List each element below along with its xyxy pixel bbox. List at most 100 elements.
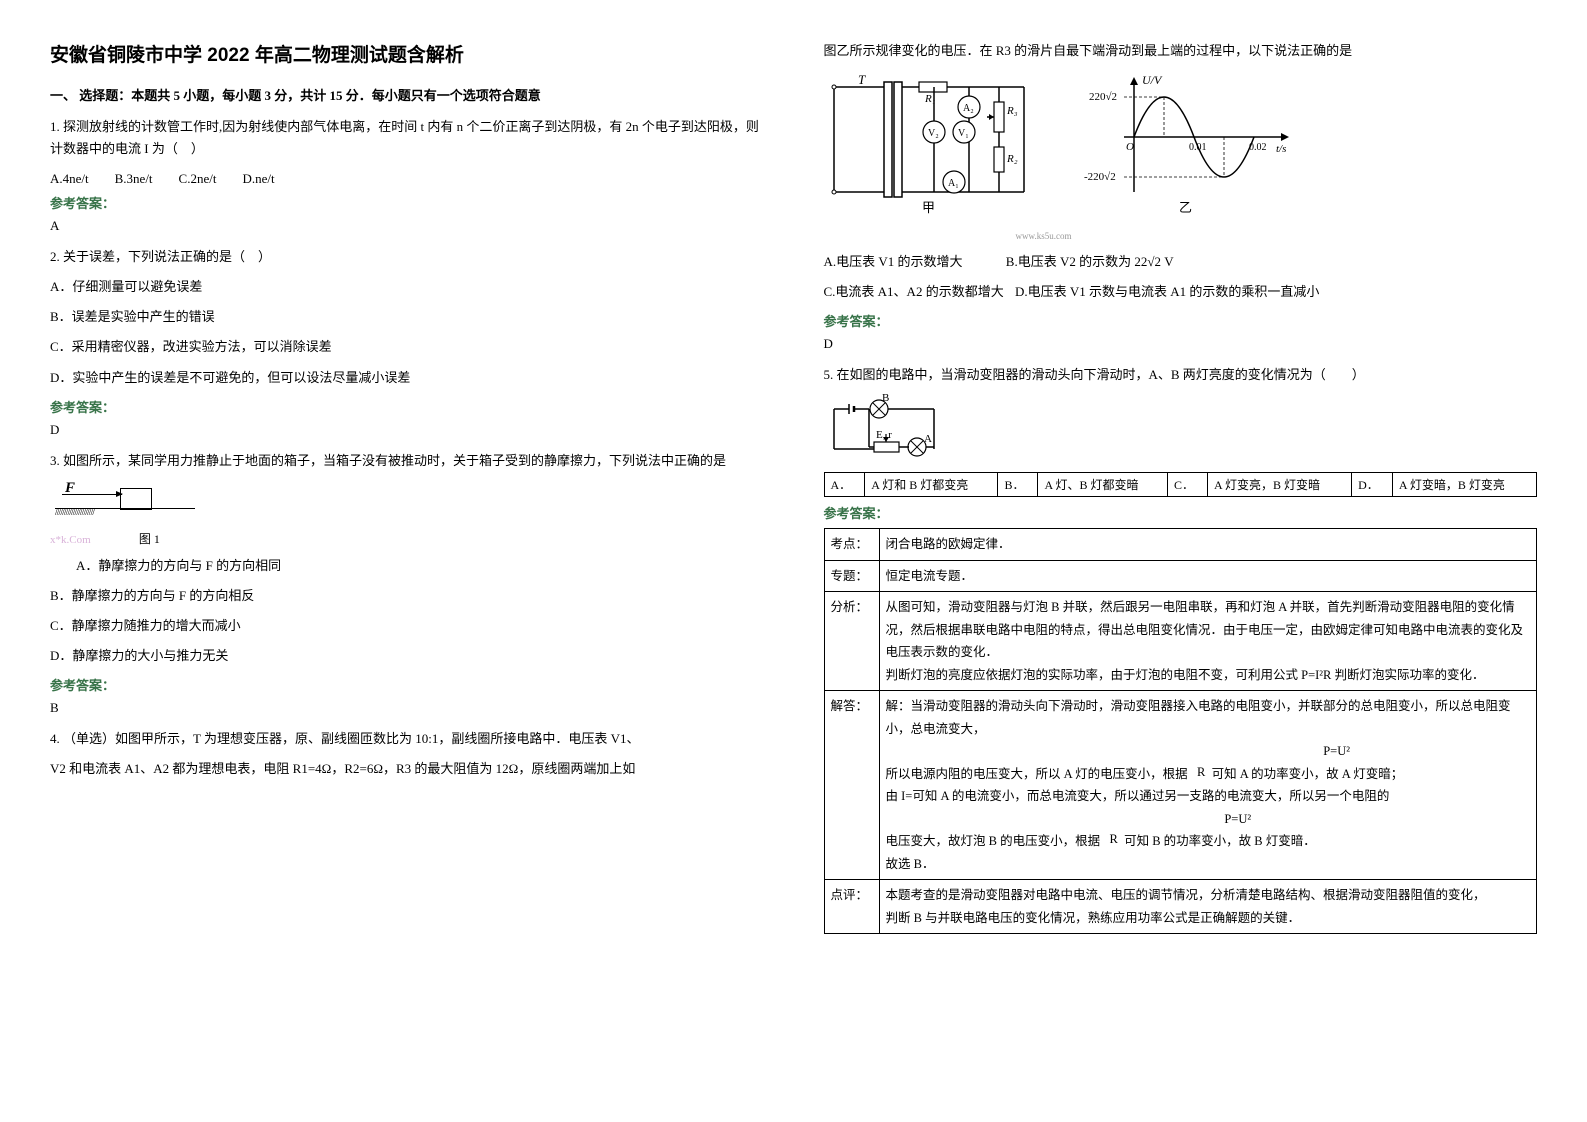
q5-optB: A 灯、B 灯都变暗 xyxy=(1038,473,1168,497)
table-row: 点评： 本题考查的是滑动变阻器对电路中电流、电压的调节情况，分析清楚电路结构、根… xyxy=(824,880,1537,934)
table-row: 考点： 闭合电路的欧姆定律． xyxy=(824,529,1537,561)
svg-text:A: A xyxy=(924,433,932,445)
figure-transformer: T R₁ A₂ V₂ xyxy=(824,72,1034,221)
question-2-optC: C．采用精密仪器，改进实验方法，可以消除误差 xyxy=(50,336,764,358)
formula-wrap: P=U² xyxy=(886,808,1531,831)
transformer-svg: T R₁ A₂ V₂ xyxy=(824,72,1034,217)
q4-optA: A.电压表 V1 的示数增大 xyxy=(824,254,963,269)
question-4-text3: 图乙所示规律变化的电压．在 R3 的滑片自最下端滑动到最上端的过程中，以下说法正… xyxy=(824,40,1538,62)
question-4-text1: 4. （单选）如图甲所示，T 为理想变压器，原、副线圈匝数比为 10:1，副线圈… xyxy=(50,728,764,750)
analysis-text: 所以电源内阻的电压变大，所以 A 灯的电压变小，根据 xyxy=(886,767,1188,781)
question-3-optA: A．静摩擦力的方向与 F 的方向相同 xyxy=(50,555,764,577)
figure-1: F ////////////////////// xyxy=(50,480,200,530)
question-1-answer: A xyxy=(50,218,764,234)
table-row: 专题： 恒定电流专题． xyxy=(824,560,1537,592)
watermark: x*k.Com xyxy=(50,534,91,546)
question-2-text: 2. 关于误差，下列说法正确的是（ ） xyxy=(50,246,764,268)
question-2-answer: D xyxy=(50,422,764,438)
ground-hatch: ////////////////////// xyxy=(55,509,94,517)
page-container: 安徽省铜陵市中学 2022 年高二物理测试题含解析 一、 选择题：本题共 5 小… xyxy=(0,0,1587,974)
svg-text:220√2: 220√2 xyxy=(1089,91,1117,103)
force-arrow xyxy=(62,494,122,495)
fig-label-left: 甲 xyxy=(922,200,935,215)
figure-1-container: F ////////////////////// x*k.Com 图 1 xyxy=(50,480,764,547)
sine-svg: U/V 220√2 -220√2 O 0.01 0.02 t/s 乙 xyxy=(1064,72,1294,217)
table-row: 分析： 从图可知，滑动变阻器与灯泡 B 并联，然后跟另一电阻串联，再和灯泡 A … xyxy=(824,592,1537,691)
question-3-optC: C．静摩擦力随推力的增大而减小 xyxy=(50,615,764,637)
question-3-optD: D．静摩擦力的大小与推力无关 xyxy=(50,645,764,667)
q4-optB: B.电压表 V2 的示数为 22√2 V xyxy=(1006,254,1174,269)
question-5-options-table: A． A 灯和 B 灯都变亮 B． A 灯、B 灯都变暗 C． A 灯变亮，B … xyxy=(824,472,1538,497)
question-2-optB: B．误差是实验中产生的错误 xyxy=(50,306,764,328)
svg-text:A₁: A₁ xyxy=(948,178,959,189)
question-3-text: 3. 如图所示，某同学用力推静止于地面的箱子，当箱子没有被推动时，关于箱子受到的… xyxy=(50,450,764,472)
row-content: 本题考查的是滑动变阻器对电路中电流、电压的调节情况，分析清楚电路结构、根据滑动变… xyxy=(879,880,1537,934)
svg-text:V₁: V₁ xyxy=(958,128,969,139)
figure-sine: U/V 220√2 -220√2 O 0.01 0.02 t/s 乙 xyxy=(1064,72,1294,221)
question-1-text: 1. 探测放射线的计数管工作时,因为射线使内部气体电离，在时间 t 内有 n 个… xyxy=(50,116,764,160)
question-4-answer: D xyxy=(824,336,1538,352)
question-5-text: 5. 在如图的电路中，当滑动变阻器的滑动头向下滑动时，A、B 两灯亮度的变化情况… xyxy=(824,364,1538,386)
formula: P=U² xyxy=(1323,744,1350,758)
formula-wrap: P=U² xyxy=(886,740,1531,763)
right-column: 图乙所示规律变化的电压．在 R3 的滑片自最下端滑动到最上端的过程中，以下说法正… xyxy=(824,40,1538,934)
q5-optA-label: A． xyxy=(824,473,865,497)
svg-text:V₂: V₂ xyxy=(928,128,939,139)
q5-optD-label: D． xyxy=(1352,473,1393,497)
analysis-table: 考点： 闭合电路的欧姆定律． 专题： 恒定电流专题． 分析： 从图可知，滑动变阻… xyxy=(824,528,1538,934)
answer-label: 参考答案： xyxy=(50,675,764,694)
svg-text:U/V: U/V xyxy=(1142,73,1163,87)
q5-optA: A 灯和 B 灯都变亮 xyxy=(865,473,998,497)
svg-text:R₂: R₂ xyxy=(1006,153,1018,165)
answer-label: 参考答案： xyxy=(824,311,1538,330)
row-label: 分析： xyxy=(824,592,879,691)
row-label: 专题： xyxy=(824,560,879,592)
svg-text:t/s: t/s xyxy=(1276,143,1286,155)
svg-text:R₃: R₃ xyxy=(1006,105,1018,117)
analysis-text: 可知 A 的功率变小，故 A 灯变暗； xyxy=(1212,767,1404,781)
figure-slider-circuit: B E, r A xyxy=(824,394,934,464)
svg-text:O: O xyxy=(1126,141,1134,153)
svg-text:-220√2: -220√2 xyxy=(1084,171,1116,183)
question-3-optB: B．静摩擦力的方向与 F 的方向相反 xyxy=(50,585,764,607)
svg-text:A₂: A₂ xyxy=(963,103,974,114)
q5-optB-label: B． xyxy=(998,473,1038,497)
left-column: 安徽省铜陵市中学 2022 年高二物理测试题含解析 一、 选择题：本题共 5 小… xyxy=(50,40,764,934)
q4-optC: C.电流表 A1、A2 的示数都增大 xyxy=(824,284,1004,299)
document-title: 安徽省铜陵市中学 2022 年高二物理测试题含解析 xyxy=(50,40,764,67)
q4-optD: D.电压表 V1 示数与电流表 A1 的示数的乘积一直减小 xyxy=(1015,284,1319,299)
question-4-text2: V2 和电流表 A1、A2 都为理想电表，电阻 R1=4Ω，R2=6Ω，R3 的… xyxy=(50,758,764,780)
figure-1-caption: 图 1 xyxy=(139,532,160,546)
row-content: 从图可知，滑动变阻器与灯泡 B 并联，然后跟另一电阻串联，再和灯泡 A 并联，首… xyxy=(879,592,1537,691)
table-row: A． A 灯和 B 灯都变亮 B． A 灯、B 灯都变暗 C． A 灯变亮，B … xyxy=(824,473,1537,497)
section-header: 一、 选择题：本题共 5 小题，每小题 3 分，共计 15 分．每小题只有一个选… xyxy=(50,85,764,104)
analysis-text: 故选 B． xyxy=(886,857,935,871)
question-3-answer: B xyxy=(50,700,764,716)
fig-label-right: 乙 xyxy=(1179,200,1192,215)
question-2-optD: D．实验中产生的误差是不可避免的，但可以设法尽量减小误差 xyxy=(50,367,764,389)
q5-optC: A 灯变亮，B 灯变暗 xyxy=(1207,473,1351,497)
analysis-text: 可知 B 的功率变小，故 B 灯变暗． xyxy=(1124,834,1316,848)
analysis-text: 电压变大，故灯泡 B 的电压变小，根据 xyxy=(886,834,1101,848)
analysis-text: 解：当滑动变阻器的滑动头向下滑动时，滑动变阻器接入电路的电阻变小，并联部分的总电… xyxy=(886,699,1511,736)
q5-optC-label: C． xyxy=(1168,473,1208,497)
svg-text:B: B xyxy=(882,394,889,404)
table-row: 解答： 解：当滑动变阻器的滑动头向下滑动时，滑动变阻器接入电路的电阻变小，并联部… xyxy=(824,691,1537,880)
svg-text:E, r: E, r xyxy=(876,429,892,441)
box-shape xyxy=(120,488,152,510)
answer-label: 参考答案： xyxy=(824,503,1538,522)
url-watermark: www.ks5u.com xyxy=(824,231,1264,241)
q4-figures: T R₁ A₂ V₂ xyxy=(824,72,1538,221)
row-label: 解答： xyxy=(824,691,879,880)
question-4-options-row2: C.电流表 A1、A2 的示数都增大 D.电压表 V1 示数与电流表 A1 的示… xyxy=(824,281,1538,303)
svg-text:T: T xyxy=(858,72,866,87)
answer-label: 参考答案： xyxy=(50,193,764,212)
row-content: 闭合电路的欧姆定律． xyxy=(879,529,1537,561)
row-content: 恒定电流专题． xyxy=(879,560,1537,592)
question-2-optA: A．仔细测量可以避免误差 xyxy=(50,276,764,298)
analysis-text: 由 I=可知 A 的电流变小，而总电流变大，所以通过另一支路的电流变大，所以另一… xyxy=(886,789,1390,803)
row-label: 点评： xyxy=(824,880,879,934)
answer-label: 参考答案： xyxy=(50,397,764,416)
formula: R xyxy=(1103,832,1121,846)
formula: P=U² xyxy=(1224,812,1251,826)
